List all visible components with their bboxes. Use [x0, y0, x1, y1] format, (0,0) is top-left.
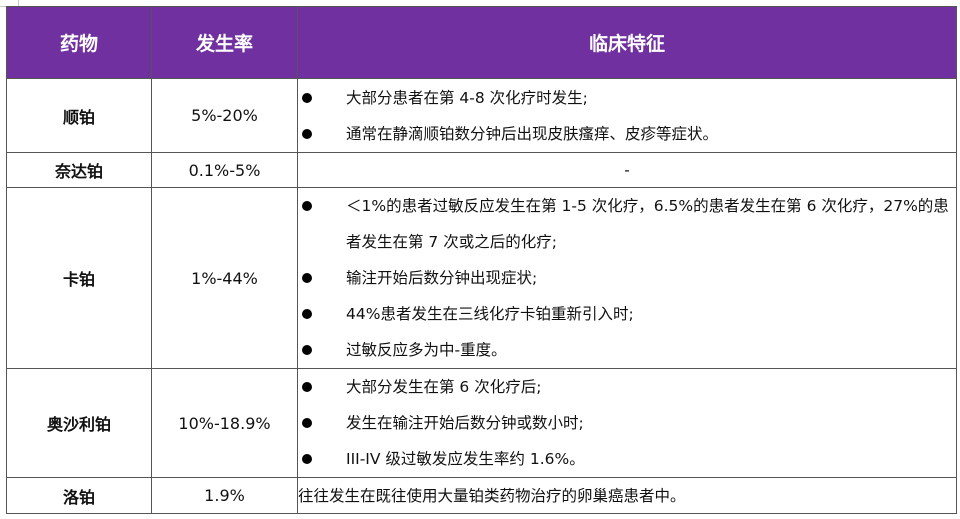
clinical-features-cell: ＜1%的患者过敏反应发生在第 1-5 次化疗，6.5%的患者发生在第 6 次化疗… [297, 187, 957, 369]
feature-list: ＜1%的患者过敏反应发生在第 1-5 次化疗，6.5%的患者发生在第 6 次化疗… [298, 188, 956, 368]
feature-text: 过敏反应多为中-重度。 [346, 341, 507, 359]
drug-name: 洛铂 [6, 477, 152, 514]
feature-text: 往往发生在既往使用大量铂类药物治疗的卵巢癌患者中。 [298, 486, 686, 505]
feature-item: ＜1%的患者过敏反应发生在第 1-5 次化疗，6.5%的患者发生在第 6 次化疗… [298, 188, 956, 260]
feature-list: 大部分患者在第 4-8 次化疗时发生; 通常在静滴顺铂数分钟后出现皮肤瘙痒、皮疹… [298, 80, 956, 152]
feature-text: 44%患者发生在三线化疗卡铂重新引入时; [346, 305, 634, 323]
feature-text: 通常在静滴顺铂数分钟后出现皮肤瘙痒、皮疹等症状。 [346, 124, 719, 143]
clinical-features-cell: 大部分患者在第 4-8 次化疗时发生; 通常在静滴顺铂数分钟后出现皮肤瘙痒、皮疹… [297, 78, 957, 153]
bullet-icon [302, 128, 312, 139]
feature-item: 过敏反应多为中-重度。 [298, 332, 956, 368]
table-row: 奥沙利铂 10%-18.9% 大部分发生在第 6 次化疗后; 发生在输注开始后数… [6, 368, 957, 478]
platinum-hypersensitivity-table: 药物 发生率 临床特征 顺铂 5%-20% 大部分患者在第 4-8 次化疗时发生… [6, 6, 957, 514]
feature-item: III-IV 级过敏发应发生率约 1.6%。 [298, 441, 956, 477]
bullet-icon [302, 201, 312, 211]
table-row: 卡铂 1%-44% ＜1%的患者过敏反应发生在第 1-5 次化疗，6.5%的患者… [6, 187, 957, 369]
incidence-rate: 0.1%-5% [151, 152, 298, 188]
bullet-icon [302, 309, 312, 319]
feature-text: 大部分发生在第 6 次化疗后; [346, 378, 542, 396]
bullet-icon [302, 382, 312, 392]
bullet-icon [302, 345, 312, 355]
drug-name: 卡铂 [6, 187, 152, 369]
table-row: 顺铂 5%-20% 大部分患者在第 4-8 次化疗时发生; 通常在静滴顺铂数分钟… [6, 78, 957, 153]
clinical-features-cell: - [297, 152, 957, 188]
header-incidence: 发生率 [151, 6, 298, 79]
incidence-rate: 1%-44% [151, 187, 298, 369]
feature-text: 发生在输注开始后数分钟或数小时; [346, 414, 584, 432]
bullet-icon [302, 454, 312, 464]
bullet-icon [302, 273, 312, 283]
feature-text: 大部分患者在第 4-8 次化疗时发生; [346, 88, 588, 107]
incidence-rate: 10%-18.9% [151, 368, 298, 478]
feature-list: 大部分发生在第 6 次化疗后; 发生在输注开始后数分钟或数小时; III-IV … [298, 369, 956, 477]
feature-text: ＜1%的患者过敏反应发生在第 1-5 次化疗，6.5%的患者发生在第 6 次化疗… [346, 197, 949, 251]
header-row: 药物 发生率 临床特征 [6, 6, 957, 79]
drug-name: 奥沙利铂 [6, 368, 152, 478]
feature-item: 大部分患者在第 4-8 次化疗时发生; [298, 80, 956, 116]
incidence-rate: 5%-20% [151, 78, 298, 153]
clinical-features-cell: 大部分发生在第 6 次化疗后; 发生在输注开始后数分钟或数小时; III-IV … [297, 368, 957, 478]
feature-item: 发生在输注开始后数分钟或数小时; [298, 405, 956, 441]
feature-item: 输注开始后数分钟出现症状; [298, 260, 956, 296]
bullet-icon [302, 418, 312, 428]
drug-name: 奈达铂 [6, 152, 152, 188]
feature-item: 通常在静滴顺铂数分钟后出现皮肤瘙痒、皮疹等症状。 [298, 116, 956, 152]
header-drug: 药物 [6, 6, 152, 79]
table-row: 奈达铂 0.1%-5% - [6, 152, 957, 188]
table-row: 洛铂 1.9% 往往发生在既往使用大量铂类药物治疗的卵巢癌患者中。 [6, 477, 957, 514]
feature-item: 44%患者发生在三线化疗卡铂重新引入时; [298, 296, 956, 332]
feature-text: 输注开始后数分钟出现症状; [346, 269, 538, 287]
incidence-rate: 1.9% [151, 477, 298, 514]
clinical-features-cell: 往往发生在既往使用大量铂类药物治疗的卵巢癌患者中。 [297, 477, 957, 514]
header-clinical-features: 临床特征 [297, 6, 957, 79]
feature-text: III-IV 级过敏发应发生率约 1.6%。 [346, 450, 585, 468]
drug-name: 顺铂 [6, 78, 152, 153]
bullet-icon [302, 92, 312, 103]
feature-item: 大部分发生在第 6 次化疗后; [298, 369, 956, 405]
